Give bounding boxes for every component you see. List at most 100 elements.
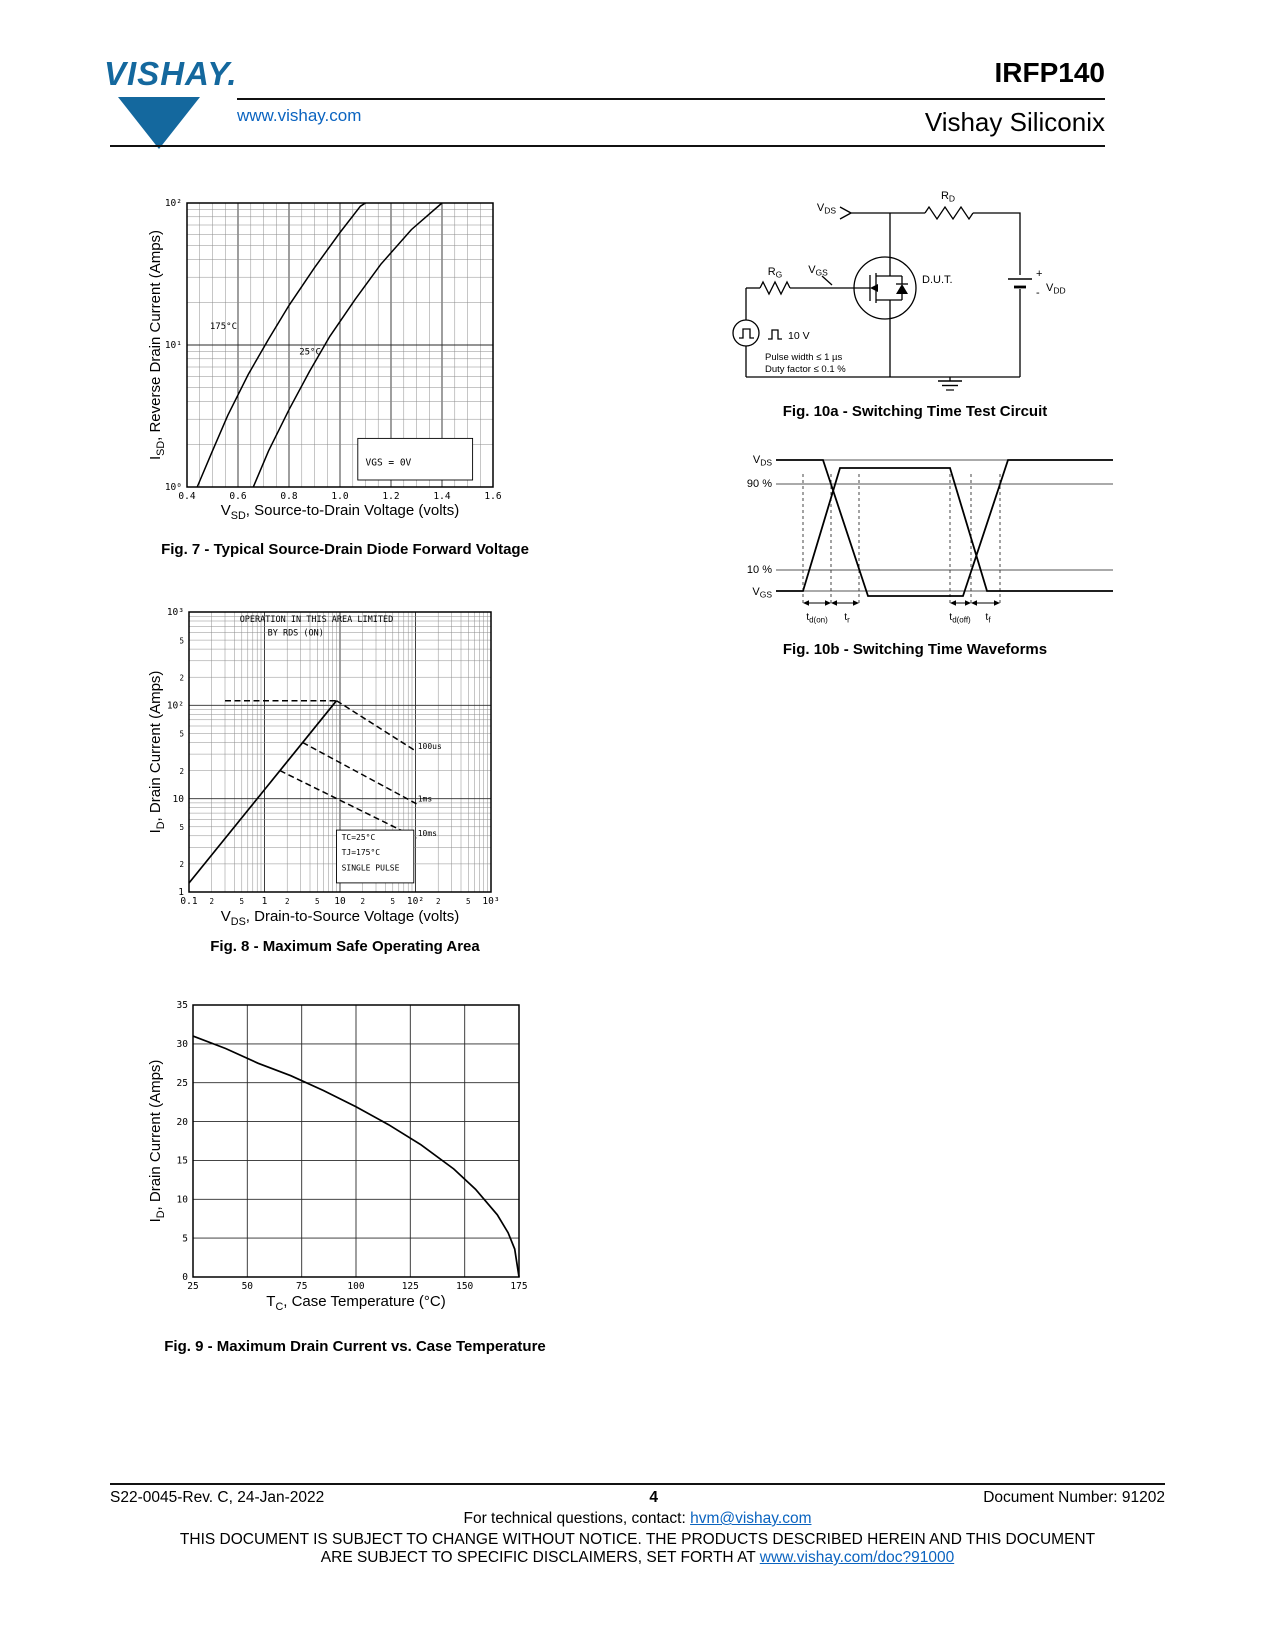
disclaimer-line-1: THIS DOCUMENT IS SUBJECT TO CHANGE WITHO… [179,1531,1096,1548]
pulse-icon [768,329,782,340]
svg-text:10³: 10³ [482,896,499,907]
svg-text:20: 20 [177,1117,189,1128]
fig8-x-axis-label: VDS, Drain-to-Source Voltage (volts) [220,908,460,928]
rg-resistor [759,280,791,296]
svg-text:5: 5 [315,897,320,906]
footer-rule [110,1483,1165,1485]
rd-label: RD [941,190,955,204]
svg-text:150: 150 [456,1281,473,1292]
svg-text:10ms: 10ms [418,829,437,838]
vds-label: VDS [817,202,836,216]
svg-text:175°C: 175°C [210,322,237,332]
svg-text:10: 10 [334,896,346,907]
svg-text:5: 5 [179,636,184,645]
vgs-level-label: VGS [752,586,772,600]
vdd-label: VDD [1046,282,1066,296]
svg-text:1.0: 1.0 [331,491,348,502]
vishay-website-link[interactable]: www.vishay.com [237,106,362,125]
svg-text:1: 1 [262,896,268,907]
disclaimer-line-2: ARE SUBJECT TO SPECIFIC DISCLAIMERS, SET… [320,1549,955,1566]
svg-text:50: 50 [242,1281,254,1292]
td-on-label: td(on) [806,611,828,625]
svg-text:2: 2 [436,897,441,906]
division-name: Vishay Siliconix [924,107,1105,137]
fig10b-caption: Fig. 10b - Switching Time Waveforms [782,641,1048,658]
vdd-plus-label: + [1036,268,1042,280]
svg-text:10: 10 [173,794,185,805]
svg-text:2: 2 [209,897,214,906]
document-number: Document Number: 91202 [983,1489,1165,1506]
svg-text:100us: 100us [418,742,442,751]
svg-text:5: 5 [179,730,184,739]
fig9-y-axis-label: ID, Drain Current (Amps) [147,1059,167,1223]
svg-text:0.1: 0.1 [180,896,197,907]
ground-icon [938,377,962,391]
pulse-width-note: Pulse width ≤ 1 µs [765,352,842,363]
disclaimer-link[interactable]: www.vishay.com/doc?91000 [759,1549,955,1566]
rg-label: RG [768,266,783,280]
fig8-y-axis-label: ID, Drain Current (Amps) [147,670,167,834]
fig7-y-axis-label: ISD, Reverse Drain Current (Amps) [147,229,167,461]
pulse-generator [732,319,760,347]
dut-label: D.U.T. [922,274,953,286]
fig10b-waveform-diagram: VDS 90 % 10 % VGS td(on) tr td(off) tf [747,454,1113,625]
vds-waveform [776,459,1113,597]
svg-text:10³: 10³ [167,607,184,618]
fig9-x-axis-label: TC, Case Temperature (°C) [266,1293,446,1313]
fig10a-circuit-diagram: RD VDS VGS RG D.U.T. + - VDD 10 V Pulse … [732,190,1066,391]
body-diode [896,284,908,294]
contact-line: For technical questions, contact: hvm@vi… [463,1510,812,1527]
svg-text:1: 1 [178,887,184,898]
fig9-chart: 25 50 75 100 125 150 175 0 5 10 15 20 25 30 35 [177,1000,528,1292]
svg-text:35: 35 [177,1000,188,1011]
svg-text:OPERATION IN THIS AREA LIMITED: OPERATION IN THIS AREA LIMITED [240,615,394,625]
mosfet-arrow [870,284,878,292]
fig7-chart: 0.4 0.6 0.8 1.0 1.2 1.4 1.6 10⁰ 10¹ 10² 175°C 25°C V… [165,198,502,502]
td-off-label: td(off) [949,611,971,625]
svg-text:25: 25 [187,1281,198,1292]
svg-text:100: 100 [347,1281,364,1292]
ten-percent-label: 10 % [747,564,772,576]
svg-text:10²: 10² [165,198,182,209]
header-rule-bottom [110,145,1105,147]
fig7-caption: Fig. 7 - Typical Source-Drain Diode Forw… [161,541,529,558]
tr-label: tr [844,611,850,625]
svg-text:5: 5 [466,897,471,906]
revision-text: S22-0045-Rev. C, 24-Jan-2022 [110,1489,325,1506]
svg-text:2: 2 [179,673,184,682]
vgs-label: VGS [808,264,828,278]
vds-probe-arrow [839,206,852,220]
svg-text:125: 125 [402,1281,419,1292]
svg-text:5: 5 [179,823,184,832]
svg-text:5: 5 [391,897,396,906]
duty-factor-note: Duty factor ≤ 0.1 % [765,364,846,375]
svg-text:10¹: 10¹ [165,340,182,351]
tf-label: tf [985,611,991,625]
battery-symbol [1008,278,1032,289]
svg-text:0.8: 0.8 [280,491,297,502]
svg-text:1.6: 1.6 [484,491,501,502]
svg-text:25°C: 25°C [299,347,321,357]
fig8-caption: Fig. 8 - Maximum Safe Operating Area [210,938,480,955]
svg-text:175: 175 [510,1281,527,1292]
svg-text:15: 15 [177,1156,188,1167]
svg-text:2: 2 [285,897,290,906]
svg-text:2: 2 [360,897,365,906]
fig10a-caption: Fig. 10a - Switching Time Test Circuit [782,403,1048,420]
svg-text:10²: 10² [407,896,424,907]
svg-text:10⁰: 10⁰ [165,482,182,493]
fig7-x-axis-label: VSD, Source-to-Drain Voltage (volts) [220,502,460,522]
page-number: 4 [649,1489,659,1506]
svg-text:25: 25 [177,1078,188,1089]
svg-text:TC=25°C: TC=25°C [342,833,376,842]
svg-text:SINGLE PULSE: SINGLE PULSE [342,864,400,873]
contact-email-link[interactable]: hvm@vishay.com [690,1510,812,1527]
svg-text:30: 30 [177,1039,189,1050]
svg-text:10²: 10² [167,701,184,712]
vds-level-label: VDS [753,454,772,468]
header-rule-top [237,98,1105,100]
svg-text:0.4: 0.4 [178,491,195,502]
svg-text:TJ=175°C: TJ=175°C [342,848,381,857]
vgs-waveform [776,467,1113,592]
